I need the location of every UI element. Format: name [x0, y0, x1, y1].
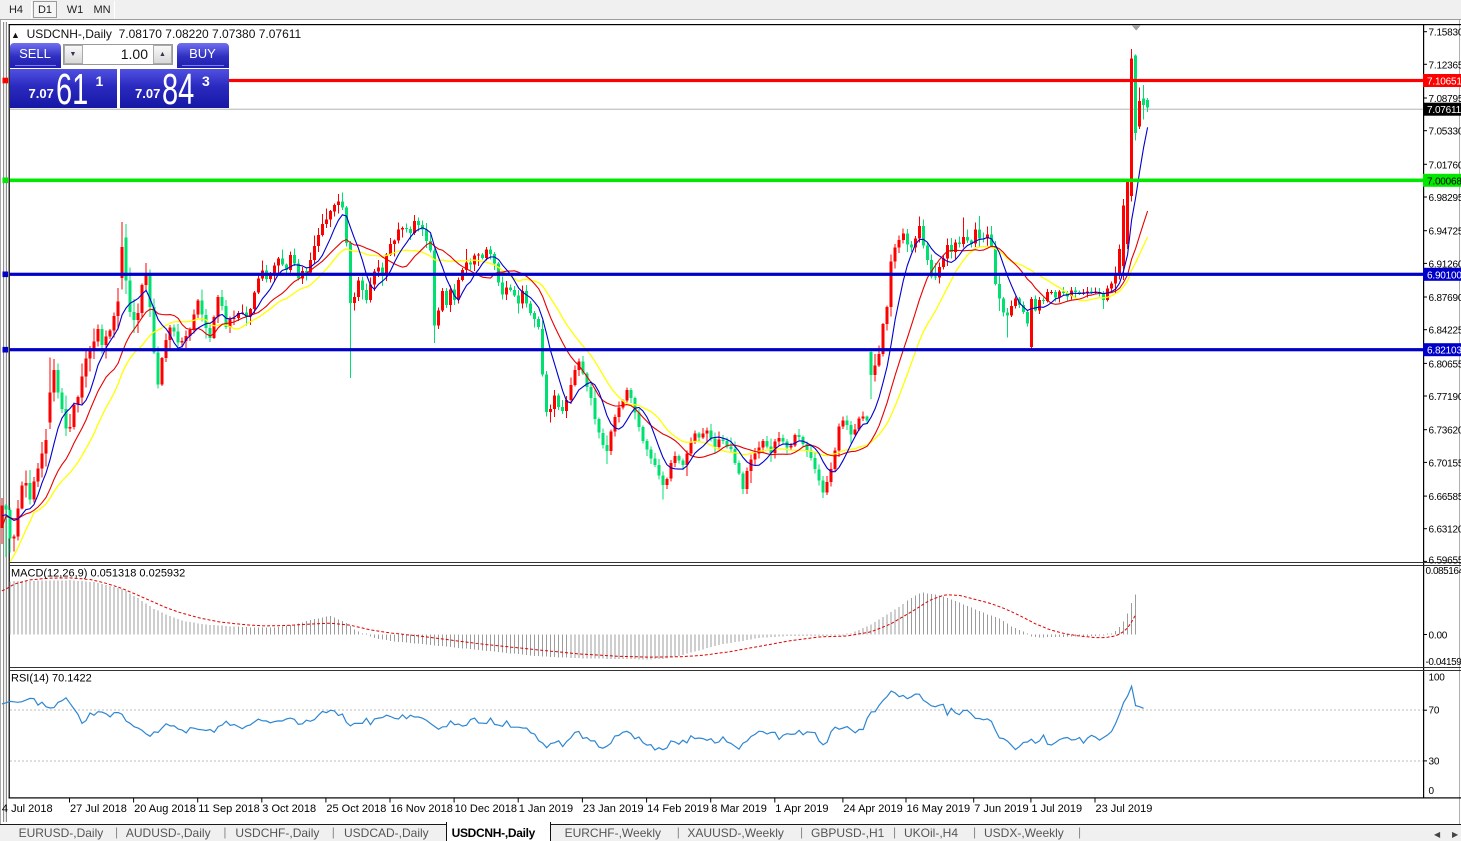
svg-text:6.90100: 6.90100 — [1427, 270, 1461, 281]
svg-text:24 Apr 2019: 24 Apr 2019 — [843, 803, 902, 815]
svg-text:11 Sep 2018: 11 Sep 2018 — [198, 803, 260, 815]
svg-text:25 Oct 2018: 25 Oct 2018 — [326, 803, 386, 815]
svg-text:0: 0 — [1429, 786, 1435, 797]
svg-text:7.12365: 7.12365 — [1429, 60, 1461, 71]
svg-text:MACD(12,26,9) 0.051318 0.02593: MACD(12,26,9) 0.051318 0.025932 — [11, 568, 185, 580]
svg-text:-0.04159: -0.04159 — [1426, 657, 1461, 668]
svg-text:20 Aug 2018: 20 Aug 2018 — [134, 803, 196, 815]
svg-text:23 Jan 2019: 23 Jan 2019 — [583, 803, 644, 815]
svg-text:7.07611: 7.07611 — [1427, 105, 1461, 116]
svg-text:10 Dec 2018: 10 Dec 2018 — [455, 803, 517, 815]
svg-text:6.87690: 6.87690 — [1429, 293, 1461, 304]
svg-text:1 Jan 2019: 1 Jan 2019 — [519, 803, 573, 815]
svg-text:0.00: 0.00 — [1429, 631, 1448, 642]
svg-text:70: 70 — [1429, 706, 1440, 717]
svg-text:27 Jul 2018: 27 Jul 2018 — [70, 803, 127, 815]
svg-text:30: 30 — [1429, 756, 1440, 767]
svg-text:16 May 2019: 16 May 2019 — [907, 803, 971, 815]
svg-text:1 Apr 2019: 1 Apr 2019 — [775, 803, 828, 815]
svg-text:23 Jul 2019: 23 Jul 2019 — [1096, 803, 1153, 815]
svg-text:14 Feb 2019: 14 Feb 2019 — [647, 803, 709, 815]
svg-text:6.82103: 6.82103 — [1427, 346, 1461, 357]
svg-text:7.00068: 7.00068 — [1427, 176, 1461, 187]
svg-text:6.91260: 6.91260 — [1429, 259, 1461, 270]
svg-text:7 Jun 2019: 7 Jun 2019 — [974, 803, 1028, 815]
svg-text:6.77190: 6.77190 — [1429, 392, 1461, 403]
svg-text:100: 100 — [1429, 673, 1446, 684]
svg-text:6.80655: 6.80655 — [1429, 359, 1461, 370]
svg-text:3 Oct 2018: 3 Oct 2018 — [262, 803, 316, 815]
svg-text:7.01760: 7.01760 — [1429, 160, 1461, 171]
svg-text:6.98295: 6.98295 — [1429, 193, 1461, 204]
svg-text:4 Jul 2018: 4 Jul 2018 — [2, 803, 53, 815]
svg-text:8 Mar 2019: 8 Mar 2019 — [711, 803, 767, 815]
svg-text:6.66585: 6.66585 — [1429, 492, 1461, 503]
svg-text:0.085164: 0.085164 — [1426, 566, 1461, 577]
svg-text:6.94725: 6.94725 — [1429, 227, 1461, 238]
svg-text:7.05330: 7.05330 — [1429, 127, 1461, 138]
svg-text:6.70155: 6.70155 — [1429, 458, 1461, 469]
svg-text:6.63120: 6.63120 — [1429, 525, 1461, 536]
svg-text:7.10651: 7.10651 — [1427, 77, 1461, 88]
svg-text:16 Nov 2018: 16 Nov 2018 — [391, 803, 453, 815]
svg-text:6.84225: 6.84225 — [1429, 326, 1461, 337]
svg-text:7.15830: 7.15830 — [1429, 28, 1461, 39]
svg-text:6.59655: 6.59655 — [1429, 555, 1461, 566]
svg-text:1 Jul 2019: 1 Jul 2019 — [1031, 803, 1082, 815]
svg-text:RSI(14) 70.1422: RSI(14) 70.1422 — [11, 673, 92, 685]
svg-text:7.08795: 7.08795 — [1429, 94, 1461, 105]
svg-text:6.73620: 6.73620 — [1429, 426, 1461, 437]
